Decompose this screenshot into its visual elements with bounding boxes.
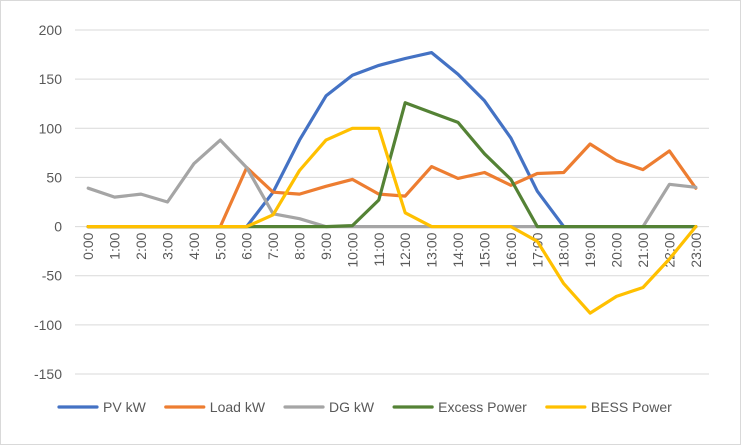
x-tick-label: 18:00 [556, 232, 572, 267]
x-tick-label: 23:00 [688, 232, 704, 267]
y-tick-label: 150 [39, 71, 63, 87]
legend-label: PV kW [103, 399, 147, 415]
x-tick-label: 16:00 [503, 232, 519, 267]
x-tick-label: 4:00 [186, 232, 202, 259]
y-tick-label: -50 [42, 268, 62, 284]
x-tick-label: 5:00 [212, 232, 228, 259]
y-tick-label: 0 [54, 219, 62, 235]
legend-label: BESS Power [591, 399, 672, 415]
x-tick-label: 9:00 [318, 232, 334, 259]
x-tick-label: 2:00 [133, 232, 149, 259]
x-tick-label: 12:00 [397, 232, 413, 267]
series-lines [86, 50, 698, 315]
x-tick-label: 1:00 [107, 232, 123, 259]
x-tick-label: 11:00 [371, 232, 387, 266]
x-tick-label: 19:00 [582, 232, 598, 267]
legend: PV kW Load kW DG kW Excess Power BESS Power [57, 399, 672, 415]
x-tick-label: 21:00 [635, 232, 651, 267]
series-line-4 [86, 126, 698, 315]
legend-label: DG kW [329, 399, 375, 415]
x-tick-label: 20:00 [609, 232, 625, 267]
x-tick-label: 7:00 [265, 232, 281, 259]
legend-label: Excess Power [438, 399, 527, 415]
x-tick-label: 14:00 [450, 232, 466, 267]
y-tick-label: -150 [34, 366, 62, 382]
x-tick-label: 10:00 [344, 232, 360, 267]
series-line-3 [86, 101, 698, 229]
x-tick-label: 0:00 [80, 232, 96, 259]
x-tick-label: 15:00 [476, 232, 492, 267]
x-tick-label: 8:00 [292, 232, 308, 259]
x-tick-label: 13:00 [424, 232, 440, 267]
x-axis-labels: 0:00 1:00 2:00 3:00 4:00 5:00 6:00 7:00 8:00 9:00… [80, 232, 704, 267]
x-tick-label: 6:00 [239, 232, 255, 259]
gridlines [75, 29, 709, 375]
legend-label: Load kW [210, 399, 266, 415]
x-tick-label: 17:00 [529, 232, 545, 267]
x-tick-label: 22:00 [661, 232, 677, 267]
y-tick-label: 200 [39, 22, 63, 38]
y-axis-labels: 200 150 100 50 0 -50 -100 -150 [34, 22, 62, 382]
y-tick-label: 50 [46, 169, 62, 185]
x-tick-label: 3:00 [159, 232, 175, 259]
y-tick-label: 100 [39, 120, 63, 136]
y-tick-label: -100 [34, 317, 62, 333]
